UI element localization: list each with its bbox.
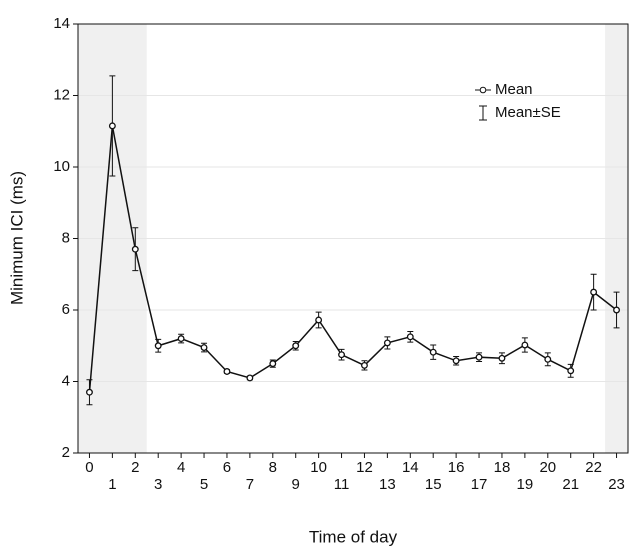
point <box>383 339 391 347</box>
x-tick-label: 15 <box>425 476 442 493</box>
x-tick-label: 6 <box>223 459 231 476</box>
y-tick-label: 14 <box>53 15 70 32</box>
x-tick-label: 5 <box>200 476 208 493</box>
x-tick-label: 20 <box>539 459 556 476</box>
point <box>86 388 93 396</box>
y-axis-label: Minimum ICI (ms) <box>7 171 26 305</box>
point <box>177 335 185 343</box>
point <box>108 122 116 130</box>
x-tick-label: 16 <box>448 459 465 476</box>
point <box>269 360 277 368</box>
point <box>452 357 460 365</box>
point <box>246 374 254 382</box>
y-tick-label: 6 <box>62 301 70 318</box>
point <box>200 344 208 351</box>
point <box>521 341 529 349</box>
point <box>429 348 437 356</box>
point <box>223 368 231 375</box>
y-tick-label: 12 <box>53 86 70 103</box>
point <box>567 367 575 375</box>
point <box>292 342 300 350</box>
x-tick-label: 21 <box>562 476 579 493</box>
x-tick-label: 0 <box>85 459 93 476</box>
x-tick-label: 8 <box>269 459 277 476</box>
y-tick-label: 8 <box>62 229 70 246</box>
x-tick-label: 12 <box>356 459 373 476</box>
legend-label: Mean <box>495 81 533 98</box>
x-tick-label: 14 <box>402 459 419 476</box>
point <box>315 316 323 324</box>
plot-frame <box>77 23 629 454</box>
point <box>154 342 162 350</box>
point <box>544 355 552 363</box>
y-tick-label: 2 <box>62 444 70 461</box>
x-tick-label: 2 <box>131 459 139 476</box>
point <box>338 351 345 359</box>
x-tick-label: 3 <box>154 476 162 493</box>
point <box>590 288 598 296</box>
x-tick-label: 11 <box>334 476 350 493</box>
x-tick-label: 19 <box>517 476 534 493</box>
x-tick-label: 22 <box>585 459 602 476</box>
legend-label: Mean±SE <box>495 104 561 121</box>
x-tick-label: 9 <box>292 476 300 493</box>
point <box>406 333 414 341</box>
x-tick-label: 23 <box>608 476 625 493</box>
y-tick-label: 10 <box>53 158 70 175</box>
x-tick-label: 13 <box>379 476 396 493</box>
point <box>131 245 139 253</box>
x-tick-label: 4 <box>177 459 185 476</box>
x-tick-label: 7 <box>246 476 254 493</box>
x-tick-label: 1 <box>108 476 116 493</box>
point <box>498 354 506 362</box>
legend-error <box>479 105 487 121</box>
point <box>475 353 483 361</box>
x-tick-label: 18 <box>494 459 511 476</box>
point <box>361 361 368 369</box>
y-tick-label: 4 <box>62 372 70 389</box>
legend-marker <box>479 86 487 94</box>
point <box>613 306 620 314</box>
x-tick-label: 10 <box>310 459 327 476</box>
line <box>88 125 618 393</box>
x-tick-label: 17 <box>471 476 488 493</box>
x-axis-label: Time of day <box>309 527 398 546</box>
